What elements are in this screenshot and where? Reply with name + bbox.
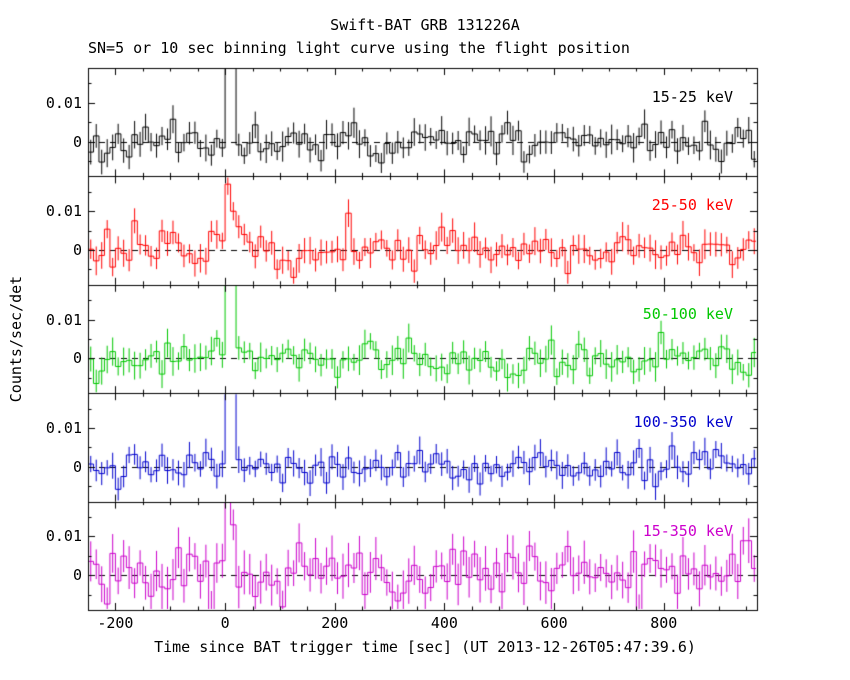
x-tick-label: -200 <box>97 614 134 632</box>
x-tick-label: 400 <box>430 614 458 632</box>
chart-subtitle: SN=5 or 10 sec binning light curve using… <box>88 39 630 57</box>
panel-energy-label: 100-350 keV <box>633 413 733 432</box>
y-tick-label: 0.01 <box>45 419 82 438</box>
y-tick-label: 0 <box>72 349 82 368</box>
y-tick-label: 0 <box>72 240 82 259</box>
y-tick-label: 0.01 <box>45 202 82 221</box>
panel-energy-label: 15-25 keV <box>651 88 733 106</box>
y-tick-label: 0.01 <box>45 527 82 546</box>
panel-energy-label: 15-350 keV <box>642 521 733 540</box>
x-tick-label: 200 <box>321 614 349 632</box>
y-tick-label: 0 <box>72 457 82 476</box>
x-tick-label: 600 <box>540 614 568 632</box>
x-tick-label: 800 <box>650 614 678 632</box>
y-tick-label: 0 <box>72 566 82 585</box>
panel-energy-label: 50-100 keV <box>642 304 733 323</box>
x-tick-label: 0 <box>220 614 230 632</box>
y-axis-label: Counts/sec/det <box>7 275 25 403</box>
y-tick-label: 0 <box>72 132 82 151</box>
panel-energy-label: 25-50 keV <box>651 196 733 215</box>
y-tick-label: 0.01 <box>45 310 82 329</box>
x-axis-label: Time since BAT trigger time [sec] (UT 20… <box>154 638 696 656</box>
chart-title: Swift-BAT GRB 131226A <box>330 16 520 34</box>
y-tick-label: 0.01 <box>45 93 82 112</box>
